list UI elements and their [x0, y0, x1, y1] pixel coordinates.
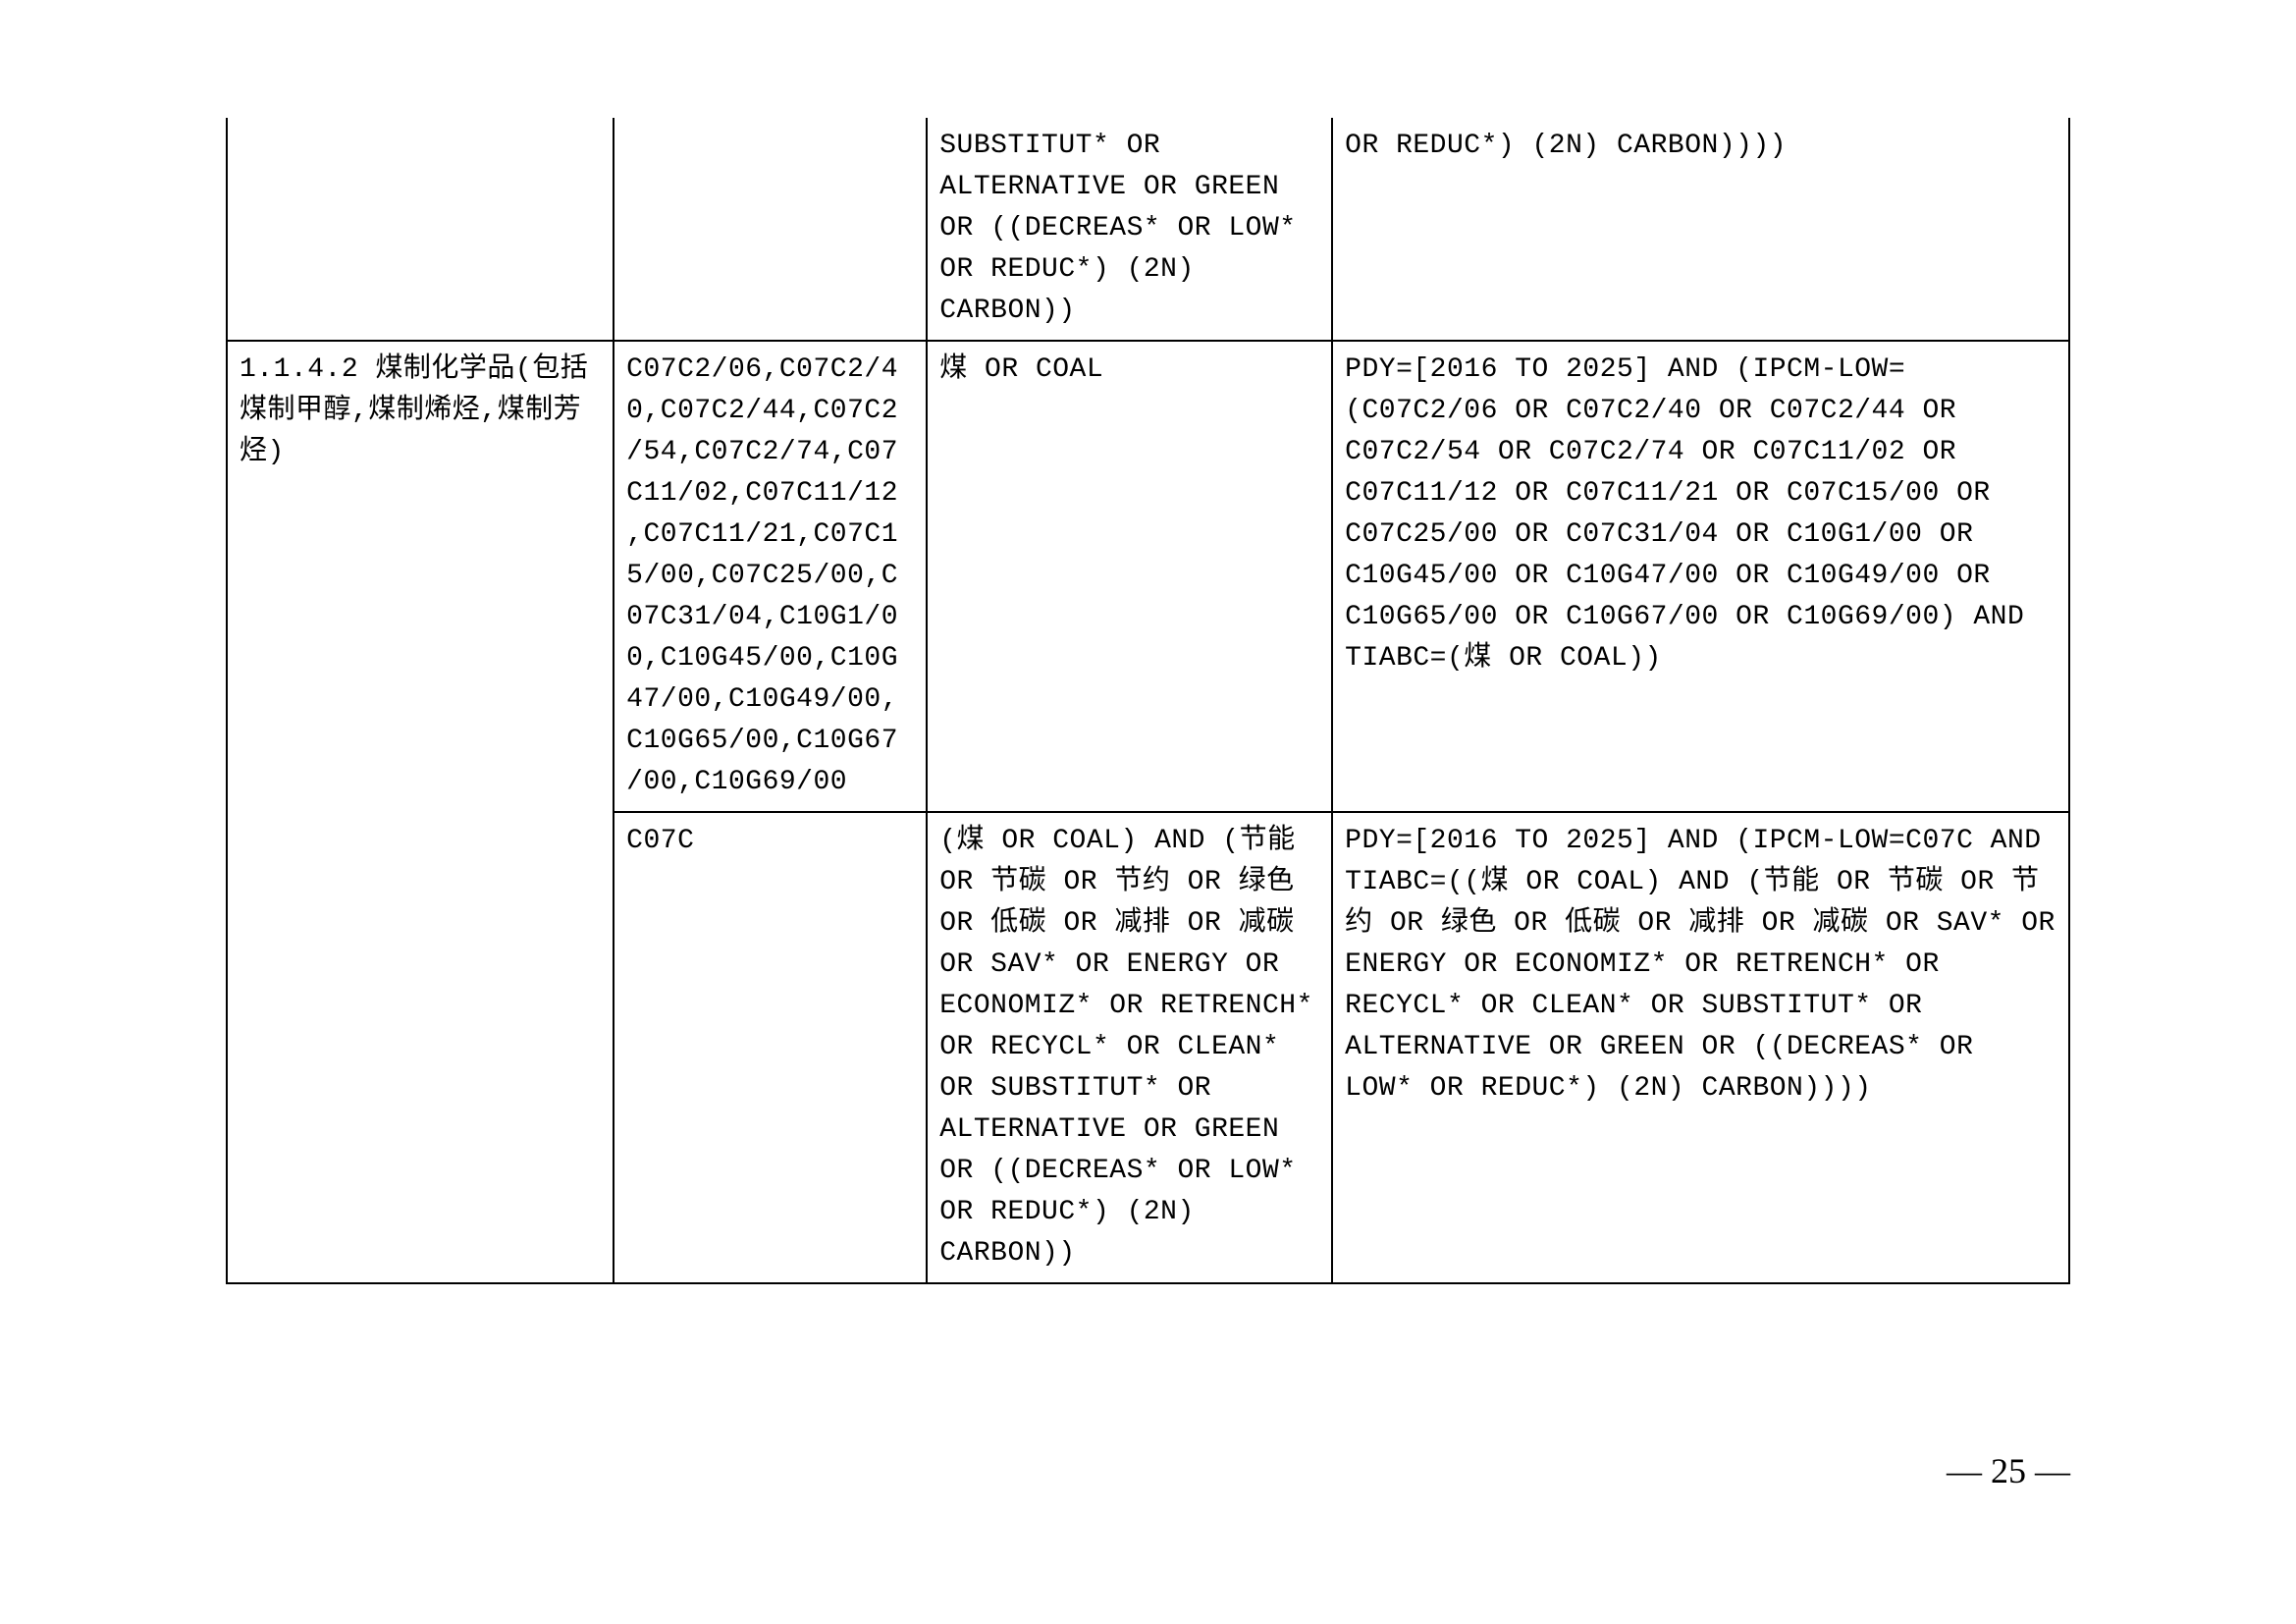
cell-query: PDY=[2016 TO 2025] AND (IPCM-LOW=(C07C2/…: [1332, 341, 2069, 812]
cell-category: [227, 812, 614, 1283]
cell-ipc-codes: C07C2/06,C07C2/40,C07C2/44,C07C2/54,C07C…: [614, 341, 927, 812]
cell-keywords: SUBSTITUT* OR ALTERNATIVE OR GREEN OR ((…: [927, 118, 1332, 341]
page-container: SUBSTITUT* OR ALTERNATIVE OR GREEN OR ((…: [0, 0, 2296, 1624]
table-row: SUBSTITUT* OR ALTERNATIVE OR GREEN OR ((…: [227, 118, 2069, 341]
cell-ipc-codes: C07C: [614, 812, 927, 1283]
page-number: — 25 —: [1947, 1450, 2070, 1491]
cell-ipc-codes: [614, 118, 927, 341]
cell-keywords: 煤 OR COAL: [927, 341, 1332, 812]
cell-query: PDY=[2016 TO 2025] AND (IPCM-LOW=C07C AN…: [1332, 812, 2069, 1283]
cell-category: [227, 118, 614, 341]
cell-category: 1.1.4.2 煤制化学品(包括煤制甲醇,煤制烯烃,煤制芳烃): [227, 341, 614, 812]
table-row: 1.1.4.2 煤制化学品(包括煤制甲醇,煤制烯烃,煤制芳烃) C07C2/06…: [227, 341, 2069, 812]
cell-keywords: (煤 OR COAL) AND (节能 OR 节碳 OR 节约 OR 绿色 OR…: [927, 812, 1332, 1283]
cell-query: OR REDUC*) (2N) CARBON)))): [1332, 118, 2069, 341]
table-body: SUBSTITUT* OR ALTERNATIVE OR GREEN OR ((…: [227, 118, 2069, 1283]
table-row: C07C (煤 OR COAL) AND (节能 OR 节碳 OR 节约 OR …: [227, 812, 2069, 1283]
data-table: SUBSTITUT* OR ALTERNATIVE OR GREEN OR ((…: [226, 118, 2070, 1284]
